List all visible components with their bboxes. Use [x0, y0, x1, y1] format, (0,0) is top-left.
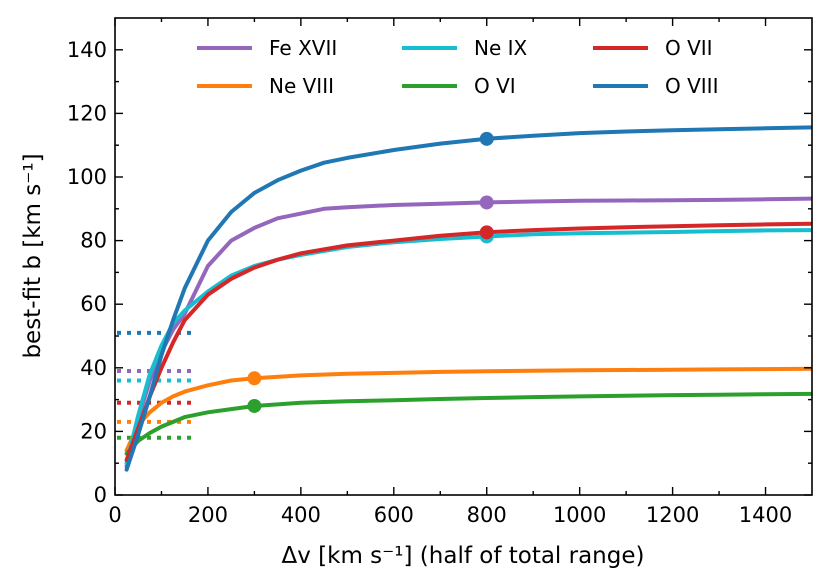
series-line-o-vii: [124, 221, 812, 462]
marker-o-vi: [247, 398, 262, 413]
legend-label: O VIII: [665, 74, 718, 98]
legend-label: O VII: [665, 36, 713, 60]
legend-label: Ne IX: [474, 36, 528, 60]
y-tick-label: 140: [67, 38, 107, 62]
legend-label: Ne VIII: [269, 74, 334, 98]
x-tick-label: 600: [374, 503, 414, 527]
y-tick-label: 80: [80, 229, 107, 253]
plot-frame: [114, 17, 813, 496]
legend: Fe XVII Ne VIII Ne IX O VI O VII O VIII: [197, 36, 718, 98]
series-layer: [124, 125, 812, 472]
reference-lines: [117, 330, 194, 440]
x-tick-label: 1000: [553, 503, 606, 527]
x-tick-label: 400: [281, 503, 321, 527]
y-tick-label: 100: [67, 165, 107, 189]
y-tick-label: 40: [80, 356, 107, 380]
x-axis-label: Δv [km s⁻¹] (half of total range): [282, 543, 645, 569]
series-line-ne-ix: [124, 228, 812, 466]
x-tick-label: 1400: [739, 503, 792, 527]
series-line-o-viii: [124, 125, 812, 472]
marker-o-vii: [479, 225, 494, 240]
y-tick-label: 120: [67, 101, 107, 125]
markers: [247, 131, 494, 413]
marker-ne-viii: [247, 371, 262, 386]
y-tick-label: 20: [80, 419, 107, 443]
x-tick-label: 200: [188, 503, 228, 527]
series-line-ne-viii: [124, 366, 812, 453]
marker-o-viii: [479, 131, 494, 146]
y-tick-label: 0: [94, 483, 107, 507]
x-tick-label: 800: [467, 503, 507, 527]
series-line-o-vi: [124, 391, 812, 456]
ticks: 0 200 400 600 800 1000 1200 1400 0 20 40 60 80 100 120…: [67, 18, 812, 527]
y-axis-label: best-fit b [km s⁻¹]: [20, 153, 46, 358]
legend-label: O VI: [474, 74, 516, 98]
y-tick-label: 60: [80, 292, 107, 316]
marker-fe-xvii: [479, 195, 494, 210]
x-tick-label: 0: [108, 503, 121, 527]
legend-label: Fe XVII: [269, 36, 337, 60]
x-tick-label: 1200: [646, 503, 699, 527]
